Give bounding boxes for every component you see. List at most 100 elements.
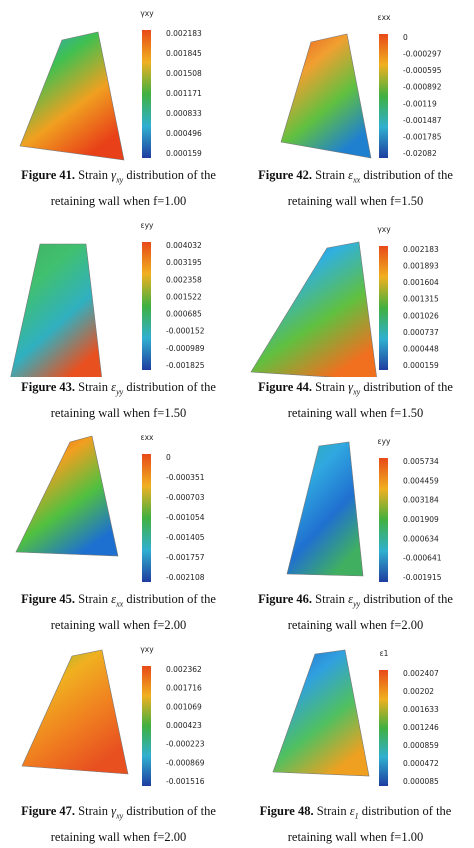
- caption-subscript: xy: [116, 175, 124, 185]
- figure: γxy 0.002362 0.001716 0.001069 0.000423 -0.00…: [0, 636, 237, 848]
- contour-plot: [19, 31, 125, 161]
- figure-image: εxx 0 -0.000297 -0.000595 -0.000892 -0.00119 -…: [280, 13, 442, 159]
- colorbar-tick-label: 0.000685: [166, 310, 202, 319]
- colorbar-tick-label: -0.001487: [403, 116, 442, 125]
- caption-label: Figure 41.: [21, 168, 76, 182]
- colorbar-tick-label: 0.001893: [403, 262, 439, 271]
- colorbar: [379, 246, 388, 370]
- colorbar-tick-label: 0.002358: [166, 275, 202, 284]
- caption-symbol: ε: [111, 380, 117, 394]
- caption-text: Strain: [315, 168, 346, 182]
- caption-symbol: ε: [348, 592, 354, 606]
- caption: Figure 43. Strain εyy distribution of th…: [0, 377, 237, 424]
- colorbar-tick-label: 0.001315: [403, 295, 439, 304]
- colorbar-title: εxx: [141, 433, 154, 442]
- colorbar-title: εxx: [378, 13, 391, 22]
- caption-subscript: yy: [353, 599, 361, 609]
- caption-text: distribution of the retaining wall when …: [50, 804, 216, 844]
- colorbar-tick-label: -0.001785: [403, 132, 442, 141]
- colorbar-tick-label: 0.002183: [166, 29, 202, 38]
- colorbar-tick-label: 0.000159: [166, 149, 202, 158]
- figure-image: γxy 0.002362 0.001716 0.001069 0.000423 -0.00…: [21, 645, 205, 786]
- colorbar: [379, 670, 388, 786]
- colorbar-tick-label: 0.004032: [166, 241, 202, 250]
- colorbar-tick-label: -0.000641: [403, 554, 442, 563]
- colorbar-tick-label: 0.001604: [403, 278, 439, 287]
- colorbar-tick-label: 0: [166, 453, 171, 462]
- caption-text: distribution of the retaining wall when …: [287, 168, 453, 208]
- colorbar-tick-label: -0.02082: [403, 149, 437, 158]
- caption-subscript: yy: [116, 387, 124, 397]
- caption-text: distribution of the retaining wall when …: [287, 804, 452, 844]
- colorbar-tick-label: -0.000223: [166, 740, 205, 749]
- colorbar-tick-label: 0.002407: [403, 669, 439, 678]
- colorbar-tick-label: -0.000595: [403, 66, 442, 75]
- colorbar-tick-label: 0.003195: [166, 258, 202, 267]
- colorbar-tick-label: 0.001508: [166, 69, 202, 78]
- figure: ε1 0.002407 0.00202 0.001633 0.001246 0.00085…: [237, 636, 474, 848]
- caption-label: Figure 48.: [259, 804, 314, 818]
- figure: εyy 0.004032 0.003195 0.002358 0.001522 0.000…: [0, 212, 237, 424]
- caption-label: Figure 44.: [258, 380, 313, 394]
- colorbar-tick-label: -0.000351: [166, 473, 205, 482]
- colorbar-tick-label: 0.001171: [166, 89, 202, 98]
- caption-text: distribution of the retaining wall when …: [287, 592, 453, 632]
- colorbar-tick-label: 0.000423: [166, 721, 202, 730]
- figure: εyy 0.005734 0.004459 0.003184 0.001909 0.000…: [237, 424, 474, 636]
- caption-subscript: xx: [116, 599, 124, 609]
- colorbar-tick-label: -0.002108: [166, 573, 205, 582]
- caption: Figure 48. Strain ε1 distribution of the…: [237, 801, 474, 848]
- caption-subscript: xy: [116, 811, 124, 821]
- colorbar-tick-label: 0.000737: [403, 328, 439, 337]
- figure-image: εxx 0 -0.000351 -0.000703 -0.001054 -0.001405…: [15, 433, 205, 582]
- colorbar-tick-label: 0.001026: [403, 311, 439, 320]
- caption-subscript: xy: [353, 387, 361, 397]
- colorbar-title: εyy: [141, 221, 154, 230]
- caption-label: Figure 43.: [21, 380, 76, 394]
- caption-text: distribution of the retaining wall when …: [50, 380, 216, 420]
- colorbar-tick-label: 0: [403, 33, 408, 42]
- contour-plot: [272, 649, 370, 777]
- colorbar-tick-label: 0.000833: [166, 109, 202, 118]
- caption: Figure 45. Strain εxx distribution of th…: [0, 589, 237, 636]
- caption: Figure 44. Strain γxy distribution of th…: [237, 377, 474, 424]
- colorbar-tick-label: 0.00202: [403, 687, 434, 696]
- caption-symbol: γ: [111, 804, 117, 818]
- colorbar-title: γxy: [377, 225, 391, 234]
- colorbar: [142, 30, 151, 158]
- colorbar-tick-label: -0.001757: [166, 553, 205, 562]
- caption: Figure 42. Strain εxx distribution of th…: [237, 165, 474, 212]
- caption-text: Strain: [78, 804, 109, 818]
- colorbar-tick-label: -0.000297: [403, 50, 442, 59]
- colorbar-title: ε1: [380, 649, 389, 658]
- caption-label: Figure 47.: [21, 804, 76, 818]
- caption-symbol: γ: [348, 380, 354, 394]
- caption-symbol: ε: [348, 168, 354, 182]
- figure: εxx 0 -0.000351 -0.000703 -0.001054 -0.001405…: [0, 424, 237, 636]
- colorbar: [379, 34, 388, 158]
- caption-label: Figure 46.: [258, 592, 313, 606]
- contour-plot: [286, 441, 364, 577]
- colorbar: [379, 458, 388, 582]
- caption: Figure 47. Strain γxy distribution of th…: [0, 801, 237, 848]
- colorbar-title: εyy: [378, 437, 391, 446]
- caption-subscript: 1: [354, 811, 359, 821]
- colorbar-tick-label: -0.000703: [166, 493, 205, 502]
- colorbar-tick-label: 0.001909: [403, 515, 439, 524]
- caption-text: Strain: [316, 804, 347, 818]
- caption: Figure 46. Strain εyy distribution of th…: [237, 589, 474, 636]
- colorbar-tick-label: 0.000448: [403, 344, 439, 353]
- colorbar-tick-label: 0.000085: [403, 777, 439, 786]
- caption-text: distribution of the retaining wall when …: [50, 592, 216, 632]
- caption-text: Strain: [315, 380, 346, 394]
- caption-text: Strain: [78, 168, 109, 182]
- caption-symbol: γ: [111, 168, 117, 182]
- contour-plot: [280, 33, 372, 159]
- colorbar-tick-label: -0.001825: [166, 361, 205, 370]
- figure-image: γxy 0.002183 0.001845 0.001508 0.001171 0.000…: [19, 9, 202, 161]
- caption-label: Figure 42.: [258, 168, 313, 182]
- caption-subscript: xx: [353, 175, 361, 185]
- colorbar-tick-label: -0.001516: [166, 777, 205, 786]
- colorbar: [142, 666, 151, 786]
